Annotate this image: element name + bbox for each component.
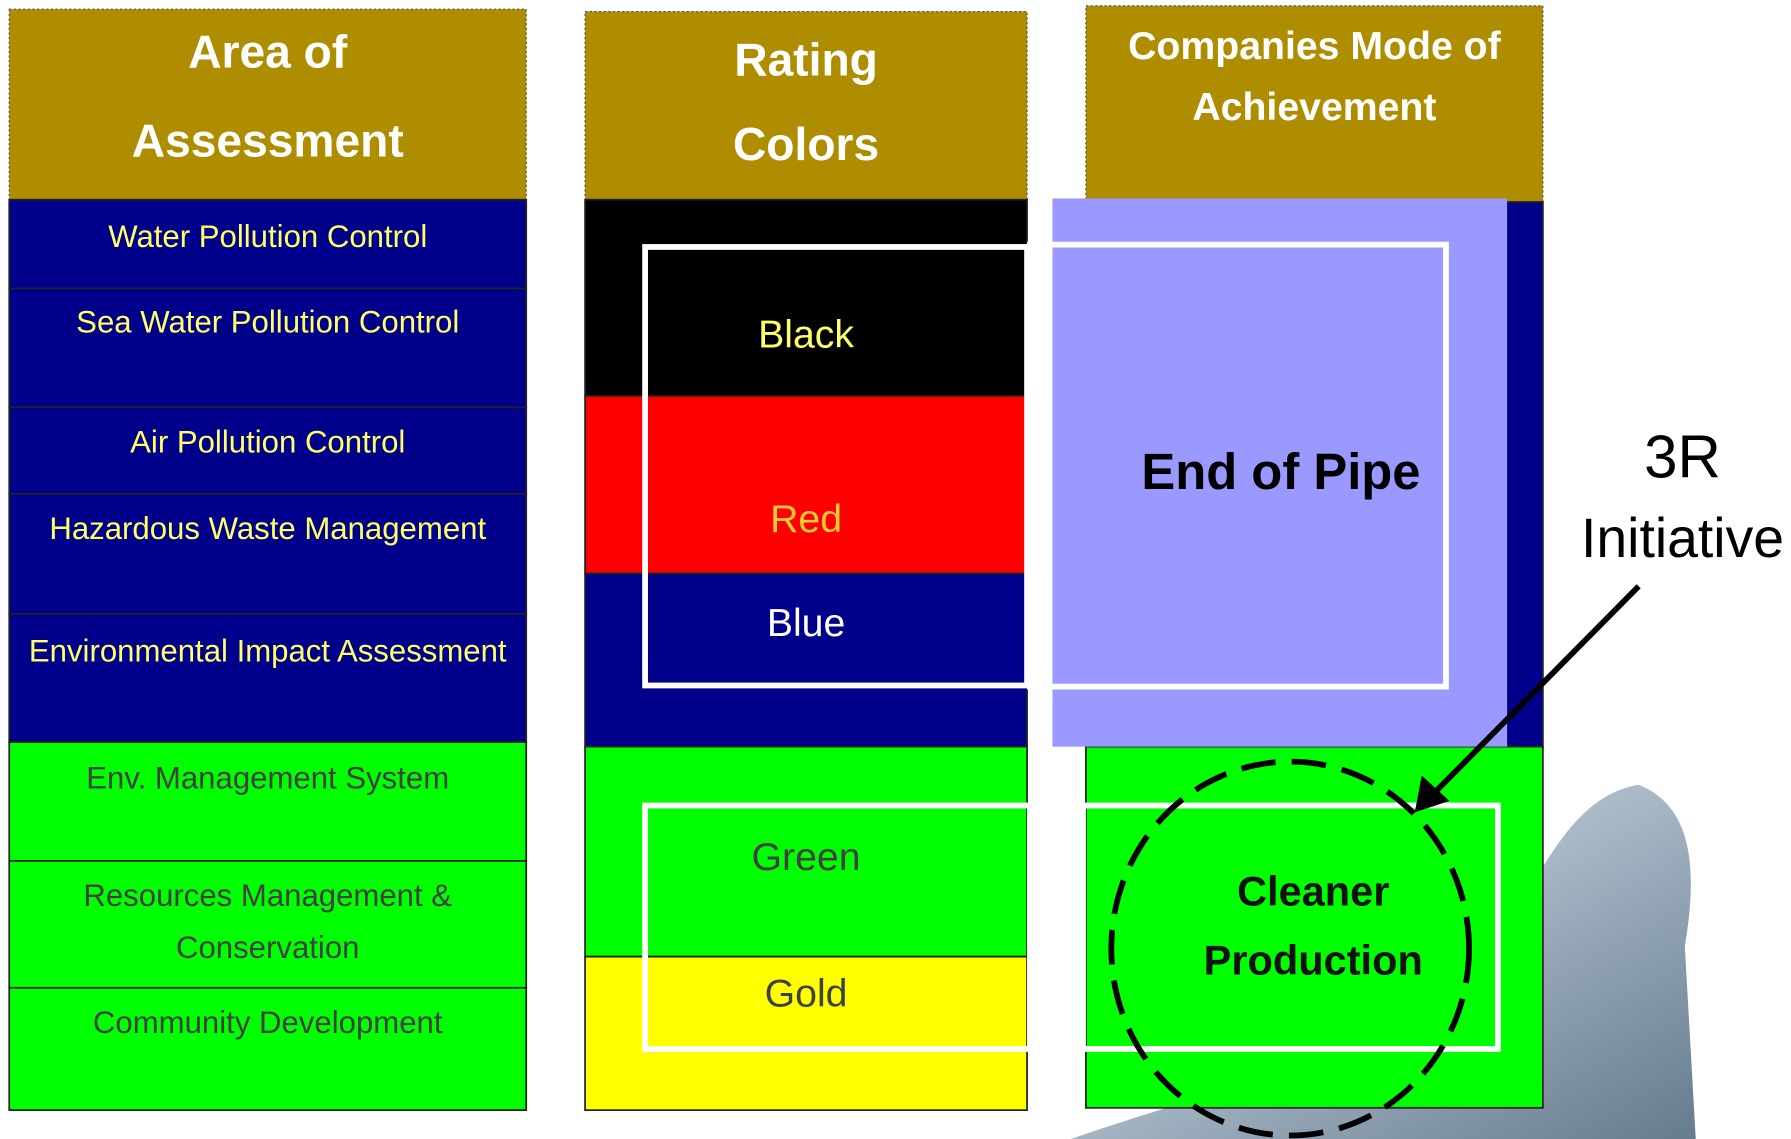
outline [642,244,1030,689]
column-header [8,8,527,201]
cell [8,198,528,290]
header-text: Companies Mode of [1128,24,1502,68]
header-text: Achievement [1192,85,1436,129]
cell-text: Red [770,497,842,541]
column-header [1085,5,1544,203]
cell [8,406,528,495]
cell-text: Water Pollution Control [108,219,427,254]
cell-text: Blue [767,601,845,645]
cell [8,860,528,989]
outline-gap [1027,807,1086,1047]
canvas: Area of Assessment Water Pollution Control… [8,5,1784,1139]
cell [584,394,1028,575]
cleaner-production-label: Production [1204,937,1423,984]
cell [584,572,1028,748]
cell [8,287,528,409]
cell-text: Env. Management System [86,760,449,795]
outline [1027,241,1449,690]
cell [8,493,528,615]
arrow-head [1414,775,1450,813]
cell-text: Community Development [93,1005,443,1040]
header-text: Colors [733,118,879,170]
dashed-circle [1108,758,1472,1139]
column-header [584,10,1028,201]
end-of-pipe-label: End of Pipe [1141,443,1420,500]
header-text: Area of [188,26,348,78]
cell-text: Hazardous Waste Management [49,511,486,546]
end-of-pipe-box [1052,198,1508,747]
cell-text: Air Pollution Control [130,425,405,460]
cleaner-production-label: Cleaner [1237,867,1389,914]
callout-text: Initiative [1581,507,1784,569]
callout-text: 3R [1644,423,1721,490]
cell [584,198,1028,397]
outline [642,802,1501,1052]
cell-text: Black [758,312,854,356]
header-text: Assessment [132,114,404,166]
cell [1085,745,1544,1109]
cell-text: Gold [765,971,848,1015]
cell-text: Resources Management & [83,878,452,913]
cell-text: Sea Water Pollution Control [76,305,459,340]
cell-text: Green [752,835,861,879]
cell [8,986,528,1112]
cell [8,613,528,743]
cell-text: Conservation [176,930,359,965]
header-text: Rating [734,34,878,86]
cell-text: Environmental Impact Assessment [29,633,507,668]
callout-arrow [1428,584,1641,799]
